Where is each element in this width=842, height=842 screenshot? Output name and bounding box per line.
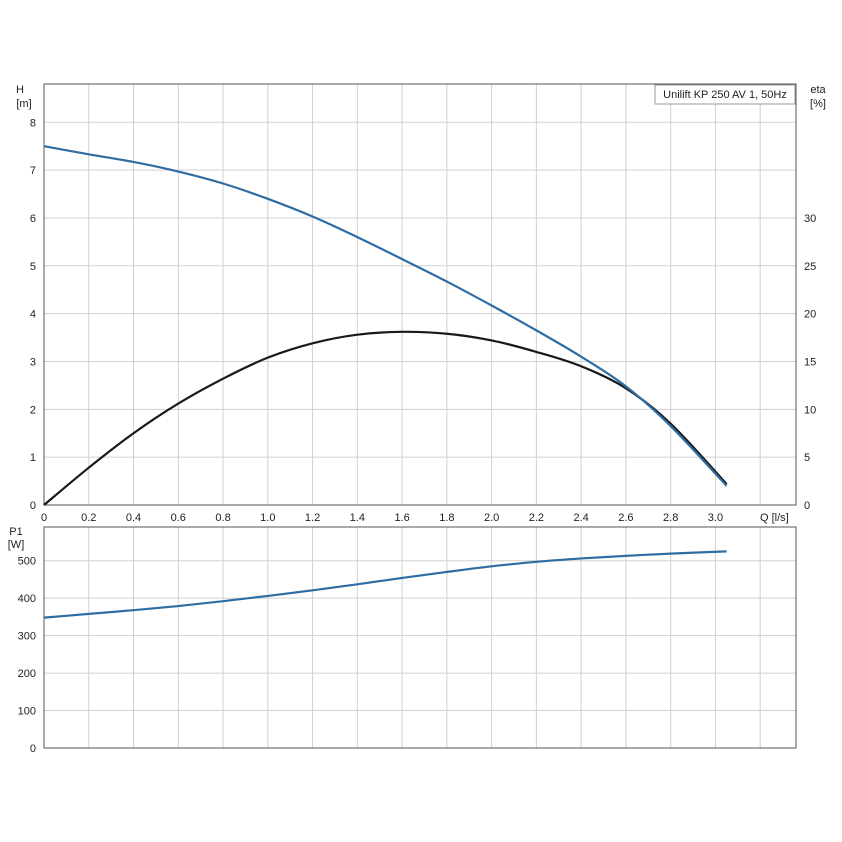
power-axis-name: P1 xyxy=(9,526,22,538)
right-tick-label: 30 xyxy=(804,213,816,225)
power-tick-label: 0 xyxy=(30,743,36,755)
x-tick-label: 0 xyxy=(41,512,47,524)
bottom-chart-series xyxy=(43,550,727,619)
power-axis-tick-labels: 0 100 200 300 400 500 xyxy=(18,556,36,755)
left-tick-label: 3 xyxy=(30,356,36,368)
legend: Unilift KP 250 AV 1, 50Hz xyxy=(654,84,796,105)
x-tick-label: 2.4 xyxy=(573,512,588,524)
power-tick-label: 200 xyxy=(18,668,36,680)
power-axis-unit: [W] xyxy=(8,539,25,551)
x-tick-label: 3.0 xyxy=(708,512,723,524)
power-tick-label: 500 xyxy=(18,556,36,568)
left-axis-tick-labels: 0 1 2 3 4 5 6 7 8 xyxy=(30,117,36,512)
right-tick-label: 5 xyxy=(804,452,810,464)
top-chart-frame xyxy=(43,83,797,506)
x-tick-label: 0.8 xyxy=(215,512,230,524)
right-tick-label: 25 xyxy=(804,261,816,273)
efficiency-curve xyxy=(43,330,728,506)
right-tick-label: 20 xyxy=(804,309,816,321)
x-tick-label: 1.0 xyxy=(260,512,275,524)
left-tick-label: 7 xyxy=(30,165,36,177)
left-axis-name: H xyxy=(16,84,24,96)
right-axis-tick-labels: 0 5 10 15 20 25 30 xyxy=(804,213,816,512)
x-axis-tick-labels: 0 0.2 0.4 0.6 0.8 1.0 1.2 1.4 1.6 1.8 2.0 2.2 2.4 2.6… xyxy=(41,512,723,524)
head-curve xyxy=(43,145,728,487)
right-axis-name: eta xyxy=(810,84,826,96)
x-tick-label: 1.8 xyxy=(439,512,454,524)
x-tick-label: 1.2 xyxy=(305,512,320,524)
left-tick-label: 5 xyxy=(30,261,36,273)
top-chart-series xyxy=(43,145,728,506)
left-tick-label: 8 xyxy=(30,117,36,129)
power-tick-label: 100 xyxy=(18,706,36,718)
power-tick-label: 300 xyxy=(18,631,36,643)
x-tick-label: 2.0 xyxy=(484,512,499,524)
left-tick-label: 2 xyxy=(30,404,36,416)
left-tick-label: 6 xyxy=(30,213,36,225)
left-tick-label: 1 xyxy=(30,452,36,464)
x-tick-label: 0.4 xyxy=(126,512,141,524)
power-tick-label: 400 xyxy=(18,593,36,605)
legend-label: Unilift KP 250 AV 1, 50Hz xyxy=(663,89,787,101)
x-tick-label: 2.6 xyxy=(618,512,633,524)
x-tick-label: 0.6 xyxy=(171,512,186,524)
x-tick-label: 2.2 xyxy=(529,512,544,524)
right-tick-label: 15 xyxy=(804,356,816,368)
legend-box xyxy=(654,84,796,105)
x-tick-label: 0.2 xyxy=(81,512,96,524)
top-chart-grid xyxy=(44,84,796,505)
right-tick-label: 10 xyxy=(804,404,816,416)
x-axis-label: Q [l/s] xyxy=(760,512,789,524)
x-tick-label: 1.6 xyxy=(394,512,409,524)
right-tick-label: 0 xyxy=(804,500,810,512)
x-tick-label: 1.4 xyxy=(350,512,365,524)
bottom-chart-frame xyxy=(43,526,797,749)
bottom-chart-grid xyxy=(44,527,796,748)
right-axis-unit: [%] xyxy=(810,98,826,110)
power-curve xyxy=(43,550,727,619)
x-tick-label: 2.8 xyxy=(663,512,678,524)
left-tick-label: 0 xyxy=(30,500,36,512)
left-axis-unit: [m] xyxy=(16,98,31,110)
left-tick-label: 4 xyxy=(30,309,36,321)
